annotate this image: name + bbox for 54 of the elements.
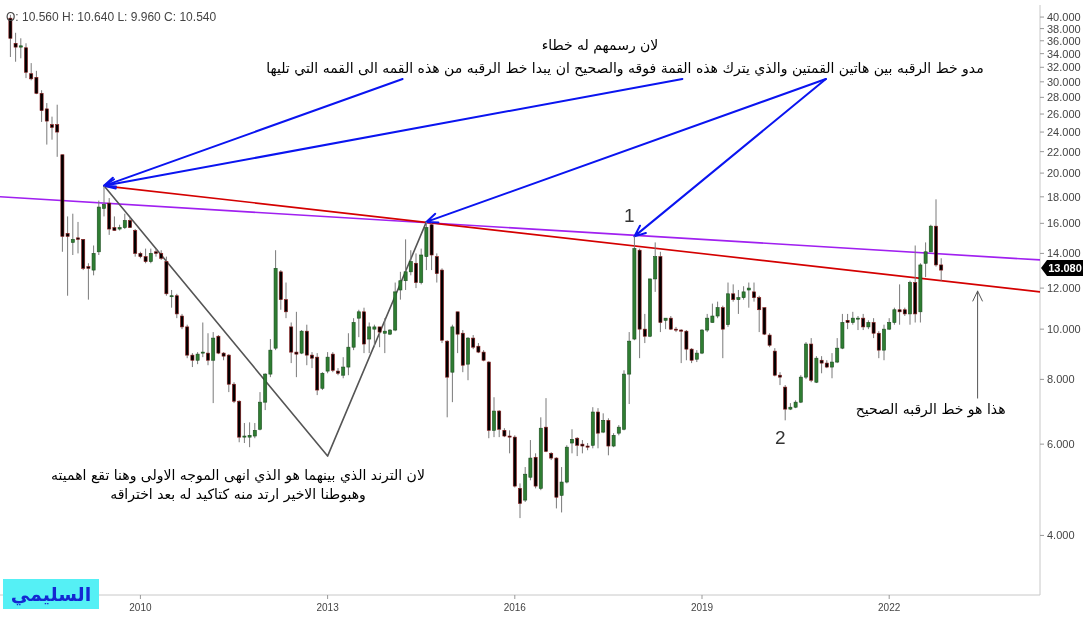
x-tick-label: 2022	[878, 602, 901, 613]
annotation: السليمي	[10, 583, 92, 606]
y-tick-label: 36.000	[1047, 34, 1081, 47]
y-tick-label: 26.000	[1047, 108, 1081, 121]
candlestick	[299, 329, 304, 355]
text: 13.080	[1048, 262, 1082, 274]
candlestick	[211, 331, 216, 404]
candlestick	[356, 309, 361, 338]
y-tick-label: 12.000	[1047, 282, 1081, 295]
text: O: 10.560 H: 10.640 L: 9.960 C: 10.540	[6, 10, 217, 24]
y-tick-label: 34.000	[1047, 47, 1081, 60]
candlestick	[91, 245, 96, 276]
y-tick-label: 28.000	[1047, 91, 1081, 104]
annotation: 1	[624, 205, 635, 227]
y-tick-label: 6.000	[1047, 438, 1075, 451]
candlestick	[18, 37, 23, 59]
candlestick	[720, 305, 725, 359]
candlestick	[492, 396, 496, 438]
candlestick	[70, 213, 75, 256]
candlestick	[206, 332, 210, 366]
candlestick	[497, 409, 502, 438]
y-tick-label: 32.000	[1047, 61, 1081, 74]
candlestick	[325, 351, 330, 374]
annotation: وهبوطنا الاخير ارتد منه كتاكيد له بعد اختراقه	[110, 486, 366, 503]
y-tick-label: 8.000	[1047, 373, 1075, 386]
candlestick	[783, 384, 788, 421]
y-tick-label: 18.000	[1047, 190, 1081, 203]
x-tick-label: 2019	[690, 602, 714, 613]
annotation: 2	[774, 427, 786, 449]
x-tick-label: 2013	[316, 602, 340, 613]
candlestick	[518, 482, 522, 519]
y-tick-label: 20.000	[1047, 167, 1081, 180]
y-tick-label: 14.000	[1047, 247, 1081, 260]
annotation: هذا هو خط الرقبه الصحيح	[855, 401, 1006, 419]
y-tick-label: 24.000	[1047, 126, 1081, 139]
x-tick-label: 2010	[129, 602, 152, 613]
y-tick-label: 30.000	[1047, 75, 1081, 88]
x-tick-label: 2016	[503, 602, 527, 613]
y-tick-label: 38.000	[1047, 22, 1081, 35]
candlestick	[596, 407, 600, 449]
y-tick-label: 40.000	[1047, 11, 1081, 24]
y-tick-label: 22.000	[1047, 145, 1081, 158]
y-tick-label: 16.000	[1047, 217, 1081, 230]
annotation: لان الترند الذي بينهما هو الذي انهى الموجه الاولى وهنا تقع اهميته	[51, 467, 425, 484]
candlestick	[746, 282, 751, 309]
y-tick-label: 10.000	[1047, 323, 1081, 336]
annotation: لان رسمهم له خطاء	[541, 37, 659, 54]
annotation: مدو خط الرقبه بين هاتين القمتين والذي يترك هذه القمة فوقه والصحيح ان يبدا خط الرقبه من هذه القمه الى القمه التي تليها	[266, 60, 984, 77]
candlestick	[414, 252, 418, 289]
candlestick	[570, 428, 574, 454]
candlestick	[377, 326, 382, 348]
candlestick	[174, 293, 179, 319]
candlestick	[13, 32, 18, 63]
y-tick-label: 4.000	[1047, 529, 1075, 542]
